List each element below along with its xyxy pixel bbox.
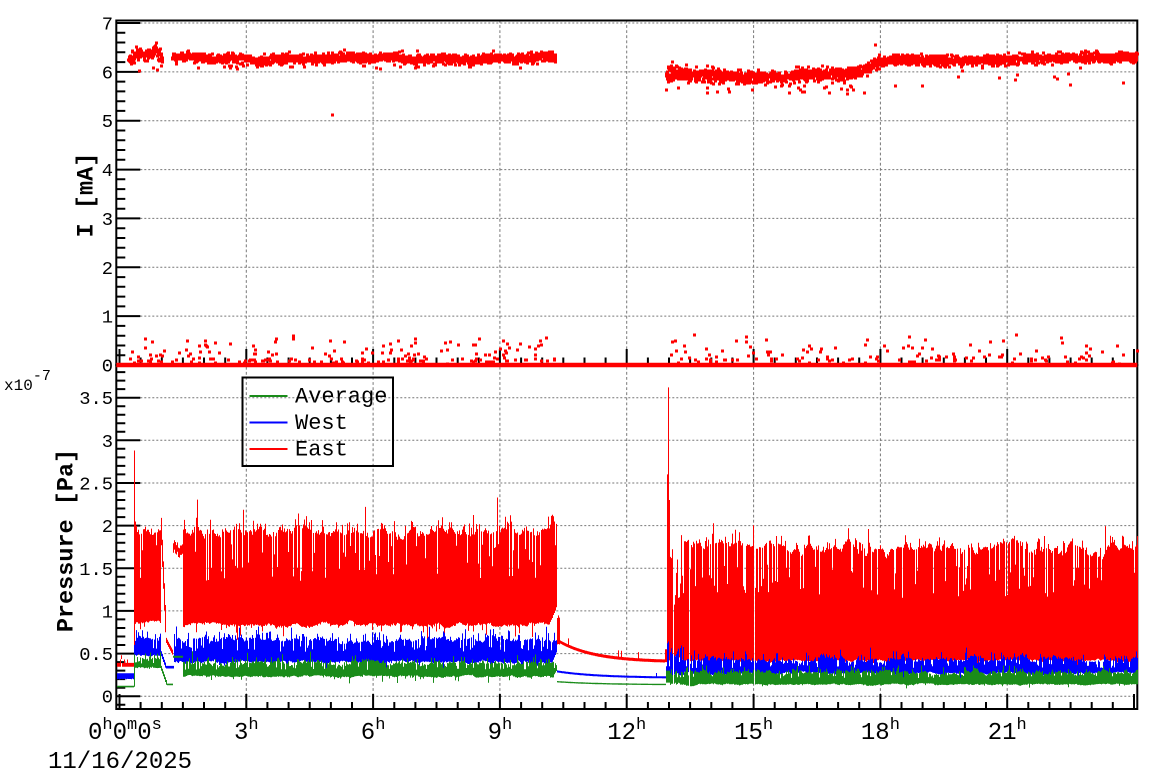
svg-text:2.5: 2.5 bbox=[79, 474, 113, 496]
svg-text:1: 1 bbox=[102, 307, 113, 329]
svg-text:Average: Average bbox=[295, 385, 387, 410]
svg-text:0: 0 bbox=[102, 687, 113, 709]
svg-text:5: 5 bbox=[102, 111, 113, 133]
svg-text:7: 7 bbox=[102, 14, 113, 36]
svg-text:1.5: 1.5 bbox=[79, 559, 113, 581]
svg-text:0h0m0s: 0h0m0s bbox=[88, 716, 162, 747]
svg-text:3.5: 3.5 bbox=[79, 388, 113, 410]
svg-text:15h: 15h bbox=[734, 716, 773, 747]
svg-text:4: 4 bbox=[102, 160, 113, 182]
svg-text:0: 0 bbox=[102, 356, 113, 378]
svg-text:3: 3 bbox=[102, 431, 113, 453]
svg-text:11/16/2025: 11/16/2025 bbox=[48, 749, 192, 776]
svg-text:West: West bbox=[295, 411, 348, 436]
svg-text:2: 2 bbox=[102, 258, 113, 280]
svg-text:East: East bbox=[295, 438, 348, 463]
svg-text:3: 3 bbox=[102, 209, 113, 231]
svg-text:2: 2 bbox=[102, 516, 113, 538]
svg-text:6: 6 bbox=[102, 62, 113, 84]
svg-text:Pressure [Pa]: Pressure [Pa] bbox=[54, 449, 81, 632]
svg-text:0.5: 0.5 bbox=[79, 644, 113, 666]
svg-text:1: 1 bbox=[102, 601, 113, 623]
svg-text:I [mA]: I [mA] bbox=[74, 153, 101, 238]
